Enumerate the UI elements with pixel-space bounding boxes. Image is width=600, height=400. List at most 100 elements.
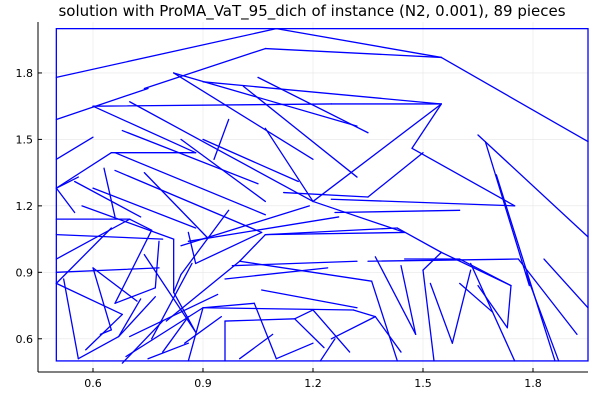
partition-segment [180, 209, 230, 276]
partition-segment [231, 260, 358, 267]
partition-segment [99, 329, 112, 335]
partition-segment [121, 129, 259, 185]
partition-segment [264, 231, 406, 236]
partition-segment [114, 169, 263, 234]
partition-segment [411, 147, 516, 207]
partition-segment [151, 262, 193, 340]
partition-segment [92, 267, 112, 331]
y-tick-label: 0.6 [16, 333, 34, 346]
partition-segment [165, 260, 241, 322]
partition-segment [543, 258, 589, 309]
partition-segment [92, 105, 197, 154]
partition-segment [143, 47, 266, 90]
partition-segment [55, 234, 164, 240]
partition-segment [143, 171, 208, 238]
partition-segment [114, 287, 156, 304]
partition-segment [422, 251, 442, 271]
partition-segment [213, 118, 230, 160]
partition-segment [118, 296, 156, 338]
partition-segment [202, 302, 255, 309]
partition-segment [55, 267, 160, 273]
partition-segment [55, 176, 79, 189]
axis-layer: 0.6 0.9 1.2 1.5 1.8 0.6 0.9 1.2 1.5 1.8 [16, 22, 588, 390]
partition-segment [173, 273, 182, 293]
x-tick-label: 0.9 [194, 377, 212, 390]
partition-segment [275, 27, 442, 59]
partition-segment [187, 307, 204, 362]
partition-segment [517, 258, 578, 335]
partition-segment [451, 269, 472, 344]
partition-segment [114, 152, 266, 216]
partition-segment [187, 216, 340, 242]
partition-segment [202, 307, 354, 311]
partition-segment [92, 267, 138, 302]
partition-segment [55, 152, 112, 189]
partition-segment [195, 231, 263, 265]
partition-segment [92, 103, 332, 107]
partition-segment [114, 229, 153, 304]
partition-segment [330, 315, 376, 340]
partition-segment [77, 335, 120, 360]
partition-segment [484, 140, 530, 287]
partition-segment [261, 289, 358, 309]
partition-segment [103, 167, 116, 218]
partition-segment [264, 47, 442, 59]
partition-segment [125, 307, 204, 358]
y-tick-label: 0.9 [16, 266, 34, 279]
data-layer [55, 27, 589, 364]
partition-segment [429, 282, 453, 344]
partition-segment [294, 309, 314, 320]
partition-segment [55, 136, 94, 160]
partition-segment [242, 85, 358, 178]
partition-segment [334, 209, 461, 214]
partition-segment [400, 265, 417, 335]
partition-segment [224, 267, 329, 280]
partition-segment [180, 138, 266, 203]
partition-segment [396, 227, 442, 254]
partition-segment [162, 315, 189, 353]
partition-segment [121, 320, 164, 364]
partition-segment [239, 260, 373, 282]
partition-segment [371, 280, 398, 362]
chart-title: solution with ProMA_VaT_95_dich of insta… [58, 2, 565, 21]
x-tick-label: 1.5 [414, 377, 432, 390]
y-tick-label: 1.2 [16, 200, 34, 213]
partition-segment [330, 198, 516, 207]
partition-segment [173, 72, 314, 160]
partition-segment [55, 187, 76, 214]
partition-segment [55, 27, 277, 79]
partition-segment [459, 258, 512, 287]
partition-segment [477, 284, 508, 329]
partition-segment [184, 315, 222, 344]
partition-segment [374, 256, 417, 335]
partition-segment [264, 127, 314, 203]
domain-boundary [55, 27, 589, 362]
partition-segment [411, 103, 442, 149]
partition-segment [74, 180, 142, 218]
y-tick-label: 1.5 [16, 133, 34, 146]
partition-segment [118, 298, 142, 338]
partition-segment [129, 218, 153, 231]
grid-layer [38, 22, 588, 372]
partition-segment [459, 282, 494, 313]
partition-segment [264, 227, 398, 236]
partition-segment [422, 269, 435, 362]
partition-segment [440, 56, 589, 143]
partition-segment [81, 205, 175, 240]
partition-segment [283, 191, 369, 198]
partition-segment [92, 187, 197, 229]
partition-segment [312, 200, 406, 234]
partition-segment [352, 309, 376, 318]
y-tick-label: 1.8 [16, 67, 34, 80]
partition-segment [55, 218, 131, 260]
partition-segment [312, 309, 351, 353]
x-tick-label: 1.8 [524, 377, 542, 390]
partition-segment [224, 318, 296, 322]
partition-segment [55, 227, 112, 285]
partition-segment [202, 81, 442, 105]
partition-segment [55, 282, 123, 316]
partition-segment [367, 152, 424, 198]
partition-segment [495, 174, 556, 362]
